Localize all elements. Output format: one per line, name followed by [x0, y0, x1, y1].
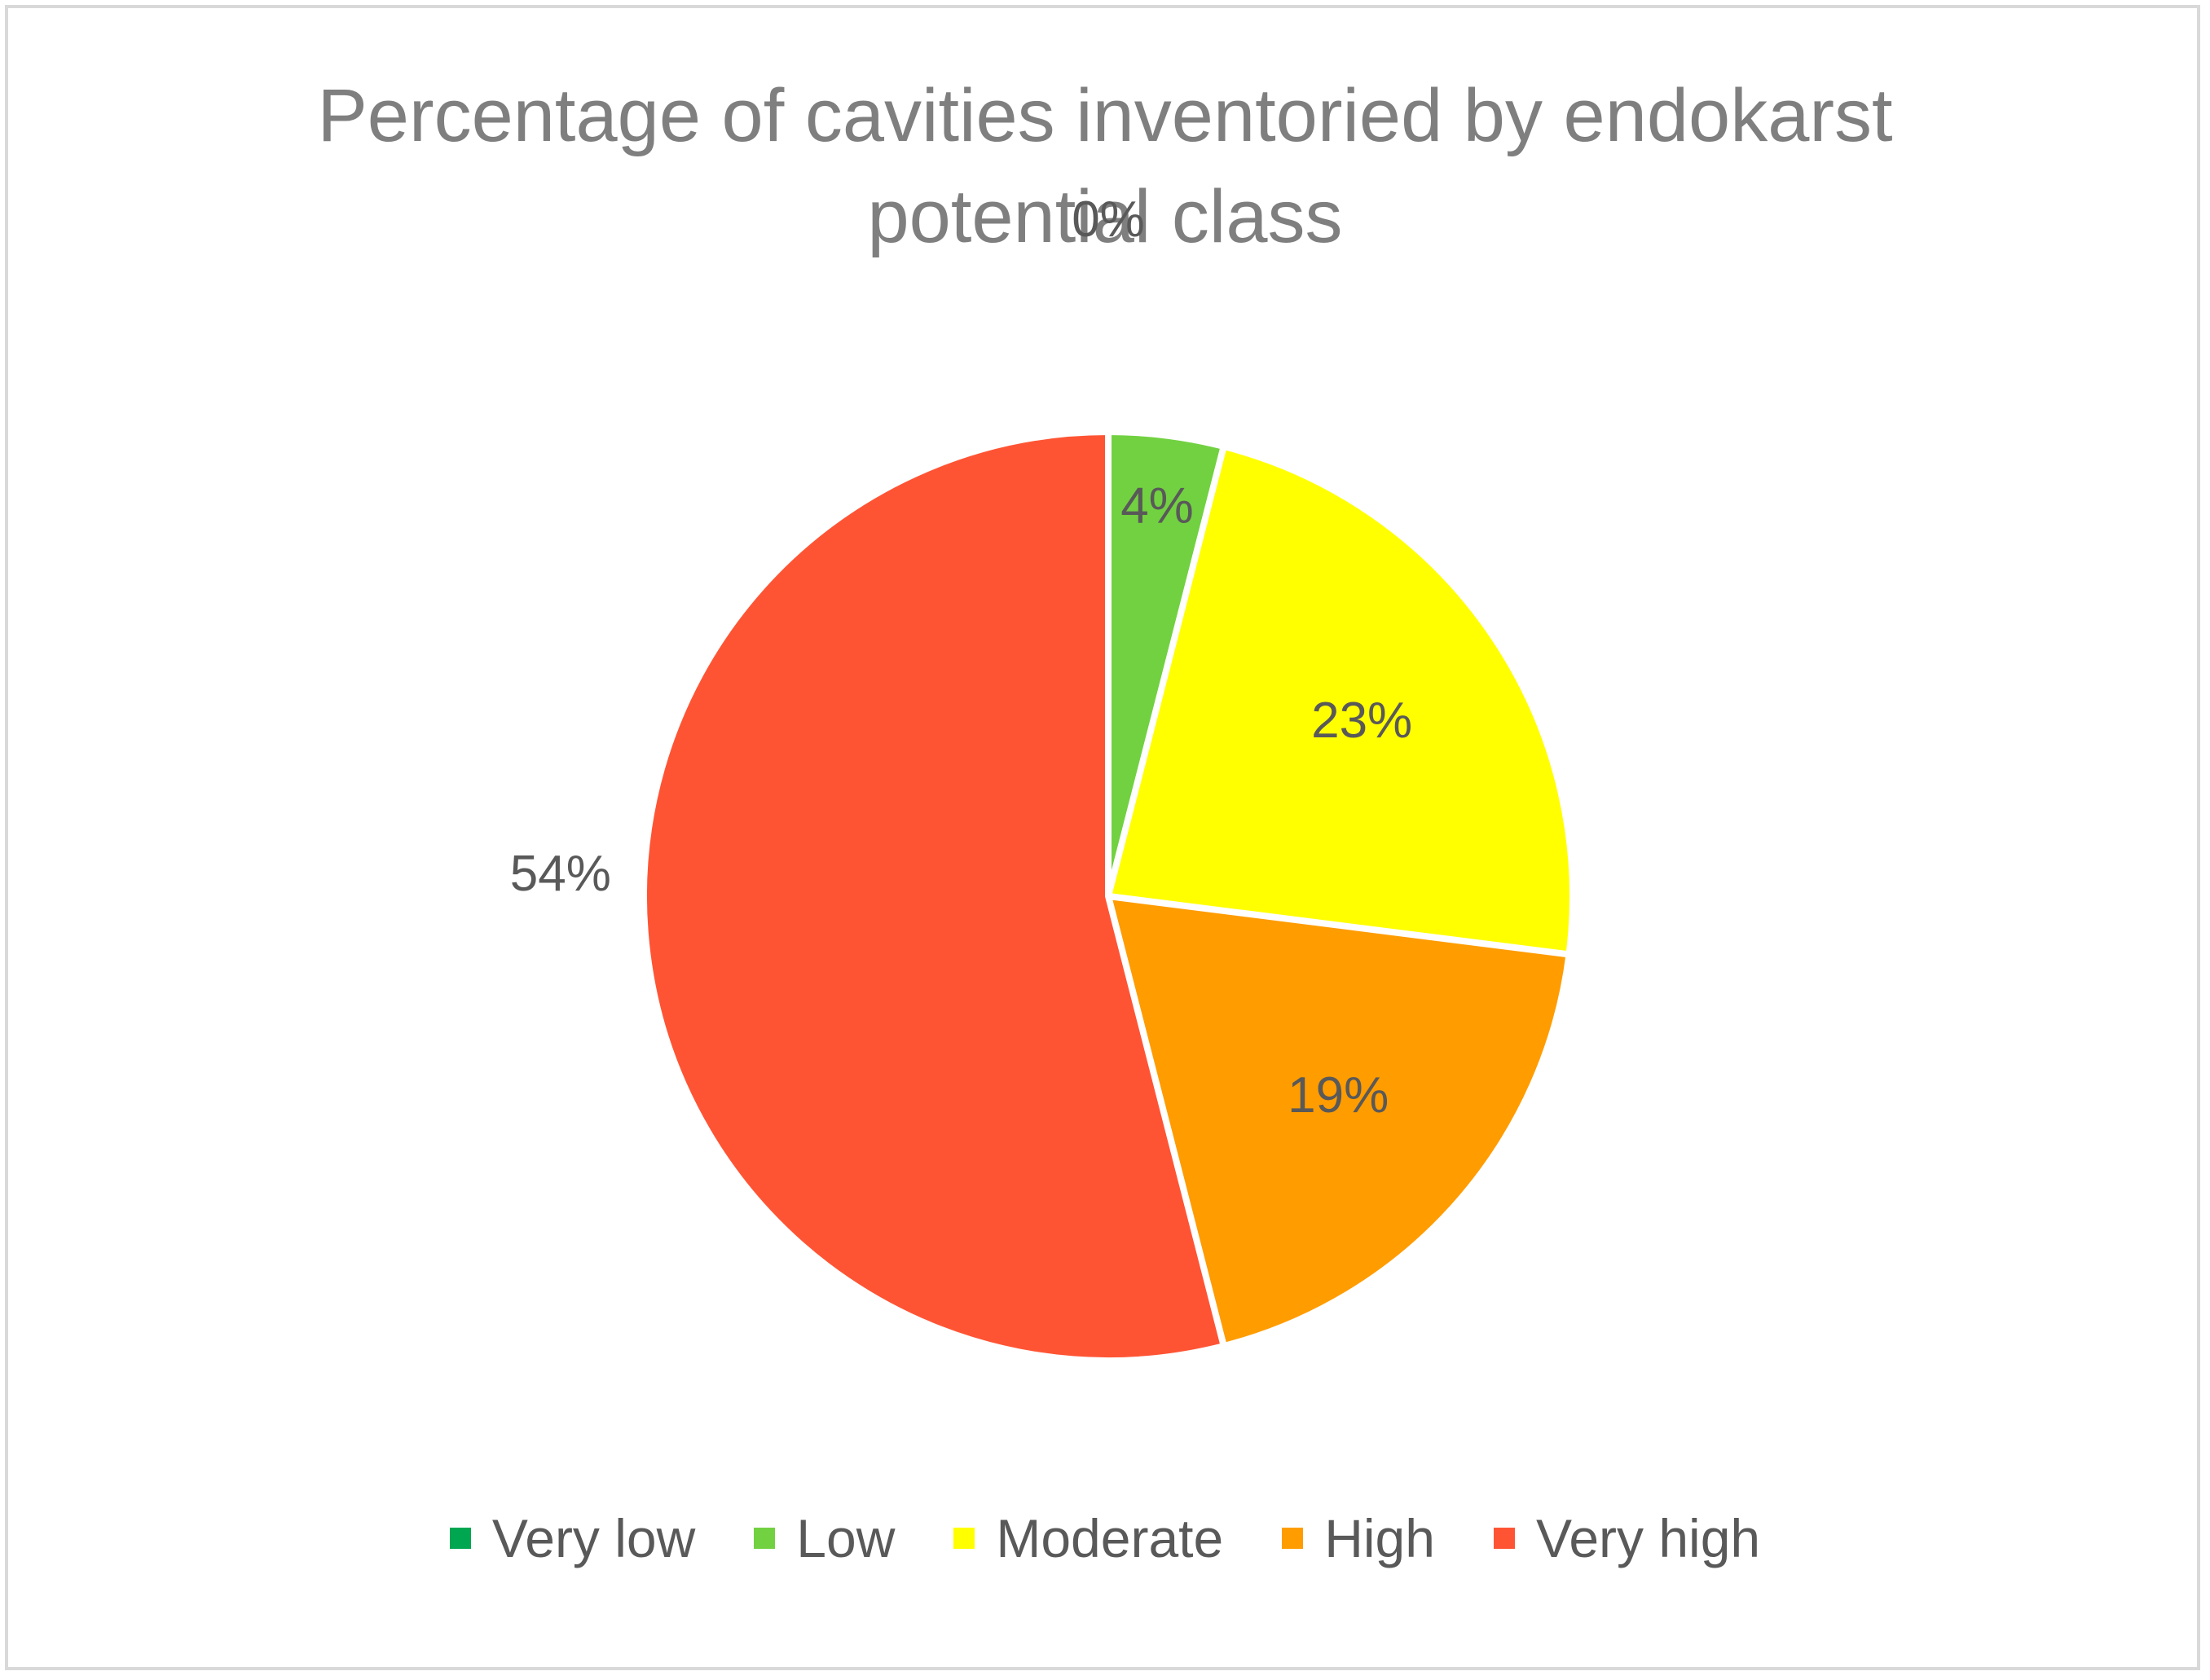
chart-title: Percentage of cavities inventoried by en… — [0, 65, 2210, 267]
legend-label-low: Low — [796, 1508, 896, 1568]
legend-item-moderate: Moderate — [953, 1507, 1223, 1569]
chart-title-line-2: potential class — [867, 175, 1343, 258]
pie-slice-very-high — [641, 429, 1227, 1364]
legend-label-high: High — [1324, 1508, 1435, 1568]
legend-swatch-very-high — [1493, 1528, 1515, 1549]
pie-slice-high — [1105, 893, 1573, 1350]
legend-label-very-low: Very low — [491, 1508, 696, 1568]
legend-swatch-high — [1282, 1528, 1304, 1549]
legend-swatch-very-low — [449, 1528, 471, 1549]
chart-title-line-1: Percentage of cavities inventoried by en… — [317, 74, 1893, 157]
legend-swatch-low — [754, 1528, 776, 1549]
data-label-very-high: 54% — [510, 846, 611, 902]
legend-item-very-low: Very low — [449, 1507, 696, 1569]
pie-slice-moderate — [1105, 442, 1576, 958]
data-label-moderate: 23% — [1311, 693, 1412, 749]
pie-slices — [641, 429, 1576, 1364]
legend: Very low Low Moderate High Very high — [0, 1497, 2210, 1579]
pie-data-labels: 0% 4% 23% 19% 54% — [510, 191, 1412, 1124]
data-label-very-low: 0% — [1072, 191, 1145, 248]
legend-label-moderate: Moderate — [996, 1508, 1224, 1568]
data-label-low: 4% — [1120, 477, 1194, 534]
legend-item-low: Low — [754, 1507, 895, 1569]
legend-label-very-high: Very high — [1535, 1508, 1761, 1568]
legend-item-high: High — [1282, 1507, 1435, 1569]
legend-item-very-high: Very high — [1493, 1507, 1761, 1569]
legend-swatch-moderate — [953, 1528, 975, 1549]
data-label-high: 19% — [1288, 1067, 1389, 1124]
